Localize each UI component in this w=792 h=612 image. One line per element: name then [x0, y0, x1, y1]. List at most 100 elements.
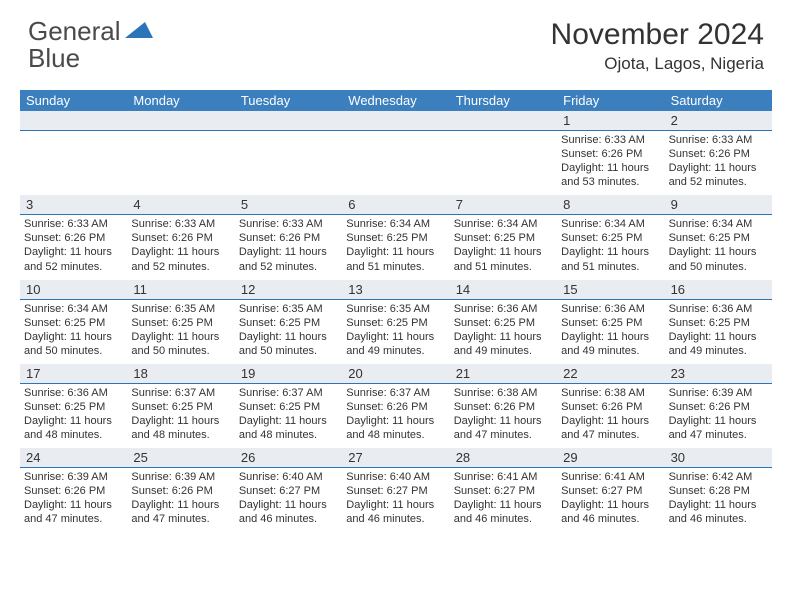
- daylight-text-2: and 46 minutes.: [561, 512, 660, 526]
- daylight-text-2: and 47 minutes.: [131, 512, 230, 526]
- day-cell: Sunrise: 6:35 AMSunset: 6:25 PMDaylight:…: [235, 300, 342, 364]
- day-content: Sunrise: 6:35 AMSunset: 6:25 PMDaylight:…: [131, 302, 230, 358]
- day-cell: [20, 131, 127, 195]
- sunset-text: Sunset: 6:26 PM: [24, 231, 123, 245]
- daylight-text-2: and 50 minutes.: [24, 344, 123, 358]
- day-number: 15: [557, 280, 664, 299]
- day-number: [20, 111, 127, 130]
- daylight-text-1: Daylight: 11 hours: [24, 330, 123, 344]
- daylight-text-1: Daylight: 11 hours: [669, 245, 768, 259]
- daylight-text-1: Daylight: 11 hours: [346, 330, 445, 344]
- day-number: 23: [665, 364, 772, 383]
- sunrise-text: Sunrise: 6:34 AM: [669, 217, 768, 231]
- daylight-text-1: Daylight: 11 hours: [24, 498, 123, 512]
- title-block: November 2024 Ojota, Lagos, Nigeria: [551, 18, 764, 74]
- daylight-text-1: Daylight: 11 hours: [454, 414, 553, 428]
- daylight-text-1: Daylight: 11 hours: [561, 245, 660, 259]
- calendar: SundayMondayTuesdayWednesdayThursdayFrid…: [20, 90, 772, 533]
- sunset-text: Sunset: 6:25 PM: [561, 316, 660, 330]
- day-cell: Sunrise: 6:37 AMSunset: 6:26 PMDaylight:…: [342, 384, 449, 448]
- daylight-text-1: Daylight: 11 hours: [454, 330, 553, 344]
- daylight-text-1: Daylight: 11 hours: [346, 414, 445, 428]
- sunset-text: Sunset: 6:25 PM: [669, 231, 768, 245]
- daylight-text-1: Daylight: 11 hours: [131, 245, 230, 259]
- day-cell: Sunrise: 6:33 AMSunset: 6:26 PMDaylight:…: [127, 215, 234, 279]
- sunset-text: Sunset: 6:25 PM: [346, 231, 445, 245]
- weekday-header-row: SundayMondayTuesdayWednesdayThursdayFrid…: [20, 90, 772, 111]
- day-number: 2: [665, 111, 772, 130]
- week-row: Sunrise: 6:34 AMSunset: 6:25 PMDaylight:…: [20, 300, 772, 364]
- day-cell: Sunrise: 6:36 AMSunset: 6:25 PMDaylight:…: [20, 384, 127, 448]
- day-content: Sunrise: 6:34 AMSunset: 6:25 PMDaylight:…: [669, 217, 768, 273]
- day-number: 16: [665, 280, 772, 299]
- day-cell: [127, 131, 234, 195]
- daylight-text-2: and 46 minutes.: [346, 512, 445, 526]
- day-number: 6: [342, 195, 449, 214]
- sunset-text: Sunset: 6:25 PM: [24, 316, 123, 330]
- week-row: Sunrise: 6:33 AM Sunset: 6:26 PM Daylight:…: [20, 215, 772, 279]
- sunset-text: Sunset: 6:27 PM: [454, 484, 553, 498]
- daylight-text-1: Daylight: 11 hours: [454, 498, 553, 512]
- daylight-text-2: and 47 minutes.: [24, 512, 123, 526]
- day-content: Sunrise: 6:36 AMSunset: 6:25 PMDaylight:…: [24, 386, 123, 442]
- day-number: 20: [342, 364, 449, 383]
- daylight-text-2: and 49 minutes.: [669, 344, 768, 358]
- daylight-text-2: and 48 minutes.: [239, 428, 338, 442]
- day-cell: Sunrise: 6:34 AMSunset: 6:25 PMDaylight:…: [665, 215, 772, 279]
- sunrise-text: Sunrise: 6:33 AM: [561, 133, 660, 147]
- week-row: Sunrise: 6:33 AMSunset: 6:26 PMDaylight:…: [20, 131, 772, 195]
- logo-text: General Blue: [28, 18, 121, 72]
- logo: General Blue: [28, 18, 155, 72]
- day-number: 17: [20, 364, 127, 383]
- day-content: Sunrise: 6:33 AMSunset: 6:26 PMDaylight:…: [669, 133, 768, 189]
- sunrise-text: Sunrise: 6:33 AM: [669, 133, 768, 147]
- daylight-text-2: and 48 minutes.: [346, 428, 445, 442]
- daylight-text-1: Daylight: 11 hours: [131, 414, 230, 428]
- daylight-text-2: and 48 minutes.: [24, 428, 123, 442]
- day-content: Sunrise: 6:36 AMSunset: 6:25 PMDaylight:…: [454, 302, 553, 358]
- day-number: 7: [450, 195, 557, 214]
- day-number: [235, 111, 342, 130]
- day-content: Sunrise: 6:36 AMSunset: 6:25 PMDaylight:…: [669, 302, 768, 358]
- daylight-text-2: and 47 minutes.: [454, 428, 553, 442]
- daylight-text-1: Daylight: 11 hours: [346, 498, 445, 512]
- logo-text-gray: General: [28, 16, 121, 46]
- weekday-header: Friday: [557, 90, 664, 111]
- day-cell: [235, 131, 342, 195]
- day-cell: Sunrise: 6:34 AMSunset: 6:25 PMDaylight:…: [342, 215, 449, 279]
- day-number: 29: [557, 448, 664, 467]
- sunset-text: Sunset: 6:26 PM: [454, 400, 553, 414]
- sunrise-text: Sunrise: 6:41 AM: [561, 470, 660, 484]
- day-cell: Sunrise: 6:40 AMSunset: 6:27 PMDaylight:…: [342, 468, 449, 532]
- sunset-text: Sunset: 6:26 PM: [239, 231, 338, 245]
- sunrise-text: Sunrise: 6:40 AM: [239, 470, 338, 484]
- week-row: Sunrise: 6:39 AMSunset: 6:26 PMDaylight:…: [20, 468, 772, 532]
- page-title: November 2024: [551, 18, 764, 52]
- day-number: 18: [127, 364, 234, 383]
- day-content: Sunrise: 6:33 AMSunset: 6:26 PMDaylight:…: [24, 217, 123, 273]
- day-content: Sunrise: 6:41 AMSunset: 6:27 PMDaylight:…: [454, 470, 553, 526]
- daylight-text-2: and 46 minutes.: [454, 512, 553, 526]
- daylight-text-2: and 51 minutes.: [346, 260, 445, 274]
- daylight-text-2: and 48 minutes.: [131, 428, 230, 442]
- sunset-text: Sunset: 6:26 PM: [669, 147, 768, 161]
- weekday-header: Tuesday: [235, 90, 342, 111]
- sunset-text: Sunset: 6:25 PM: [454, 231, 553, 245]
- daynum-row: 3456789: [20, 195, 772, 215]
- sunrise-text: Sunrise: 6:36 AM: [561, 302, 660, 316]
- weekday-header: Wednesday: [342, 90, 449, 111]
- sunrise-text: Sunrise: 6:33 AM: [131, 217, 230, 231]
- sunrise-text: Sunrise: 6:37 AM: [346, 386, 445, 400]
- day-number: 24: [20, 448, 127, 467]
- daylight-text-2: and 52 minutes.: [669, 175, 768, 189]
- daylight-text-2: and 52 minutes.: [24, 260, 123, 274]
- week-row: Sunrise: 6:36 AMSunset: 6:25 PMDaylight:…: [20, 384, 772, 448]
- day-number: 12: [235, 280, 342, 299]
- day-content: Sunrise: 6:40 AMSunset: 6:27 PMDaylight:…: [239, 470, 338, 526]
- daynum-row: 12: [20, 111, 772, 131]
- day-cell: Sunrise: 6:39 AMSunset: 6:26 PMDaylight:…: [127, 468, 234, 532]
- day-number: 9: [665, 195, 772, 214]
- day-number: [342, 111, 449, 130]
- day-number: 22: [557, 364, 664, 383]
- daylight-text-1: Daylight: 11 hours: [669, 330, 768, 344]
